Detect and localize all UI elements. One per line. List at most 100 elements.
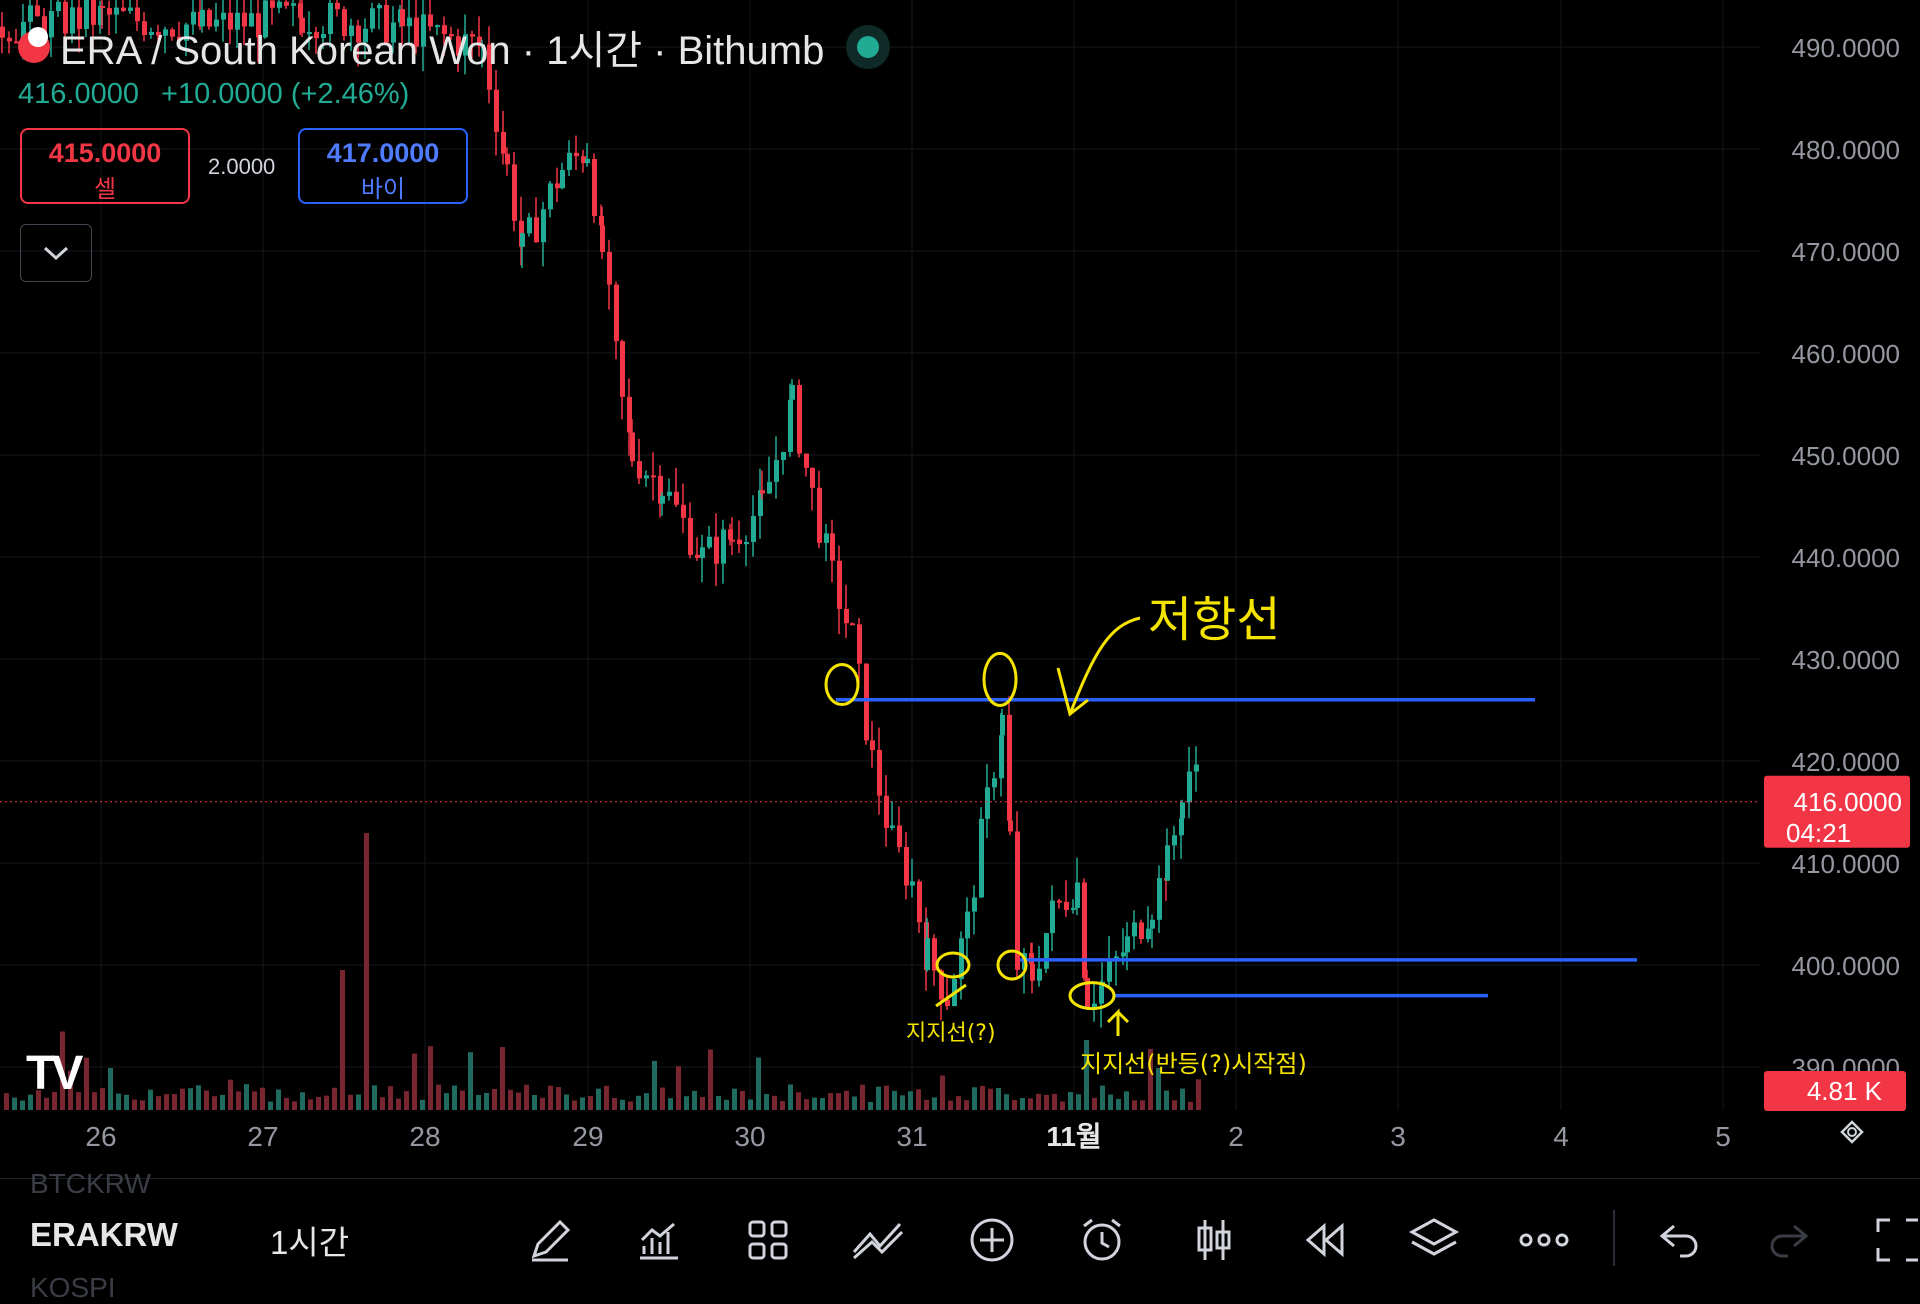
candle-body xyxy=(534,217,539,243)
volume-bar xyxy=(540,1097,545,1110)
price-scale-label: 470.0000 xyxy=(1792,237,1900,267)
current-price-tag xyxy=(1764,775,1910,848)
candle-body xyxy=(100,5,105,9)
symbol-picker-prev[interactable]: BTCKRW xyxy=(30,1168,151,1199)
volume-bar xyxy=(36,1090,41,1110)
candle-body xyxy=(480,44,485,47)
price-scale-label: 420.0000 xyxy=(1792,747,1900,777)
candle-body xyxy=(574,152,579,157)
volume-bar xyxy=(60,1031,65,1110)
volume-bar xyxy=(668,1098,673,1110)
marker-circle xyxy=(1068,981,1116,1011)
candle-body xyxy=(512,164,517,221)
settings-icon[interactable] xyxy=(1840,1120,1864,1144)
candle-body xyxy=(945,999,950,1007)
candle-body xyxy=(804,453,809,468)
volume-bar xyxy=(28,1094,33,1110)
timeframe-picker[interactable]: 1시간 xyxy=(270,1224,350,1261)
volume-bar xyxy=(564,1094,569,1110)
candle-body xyxy=(939,970,944,1000)
collapse-toggle-button[interactable] xyxy=(20,224,92,282)
candle-body xyxy=(363,28,368,43)
replay-icon[interactable] xyxy=(1294,1210,1354,1270)
candle-body xyxy=(1172,835,1177,846)
volume-bar xyxy=(1076,1094,1081,1110)
volume-bar xyxy=(196,1085,201,1110)
undo-icon[interactable] xyxy=(1648,1210,1708,1270)
volume-bar xyxy=(1044,1094,1049,1110)
candle-body xyxy=(221,12,226,20)
marker-circle xyxy=(935,951,971,979)
candle-body xyxy=(728,529,733,540)
time-axis-label: 26 xyxy=(85,1121,116,1152)
symbol-picker-next[interactable]: KOSPI xyxy=(30,1272,116,1303)
more-icon[interactable] xyxy=(1514,1210,1574,1270)
candle-body xyxy=(463,34,468,56)
candle-body xyxy=(1132,922,1137,937)
candle-body xyxy=(28,5,33,22)
indicator-icon[interactable] xyxy=(848,1210,908,1270)
volume-bar xyxy=(748,1099,753,1110)
volume-bar xyxy=(412,1053,417,1110)
candle-body xyxy=(700,547,705,558)
chart-title: ERA / South Korean Won · 1시간 · Bithumb xyxy=(60,29,825,73)
plus-circle-icon[interactable] xyxy=(962,1210,1022,1270)
candle-body xyxy=(56,1,61,12)
symbol-header[interactable]: ERA / South Korean Won · 1시간 · Bithumb xyxy=(18,18,891,76)
candle-body xyxy=(487,44,492,90)
layers-icon[interactable] xyxy=(1404,1210,1464,1270)
candle-body xyxy=(877,749,882,796)
volume-bar xyxy=(476,1094,481,1110)
candle-body xyxy=(837,560,842,609)
candle-body xyxy=(910,881,915,886)
grid-icon[interactable] xyxy=(738,1210,798,1270)
volume-bar xyxy=(852,1096,857,1110)
volume-bar xyxy=(1164,1090,1169,1110)
candle-body xyxy=(1150,919,1155,929)
volume-bar xyxy=(1020,1097,1025,1110)
candle-body xyxy=(904,846,909,886)
volume-bar xyxy=(988,1088,993,1110)
volume-bar xyxy=(1196,1079,1201,1110)
candle-body xyxy=(810,467,815,488)
candle-body xyxy=(414,17,419,47)
price-scale-label: 450.0000 xyxy=(1792,441,1900,471)
candle-icon[interactable] xyxy=(1184,1210,1244,1270)
volume-bar xyxy=(76,1092,81,1110)
candle-body xyxy=(356,25,361,43)
candle-body xyxy=(630,432,635,462)
candle-body xyxy=(284,1,289,6)
buy-button[interactable]: 417.0000 바이 xyxy=(298,128,468,204)
spread-value: 2.0000 xyxy=(208,154,276,179)
volume-bar xyxy=(628,1101,633,1110)
candle-body xyxy=(1125,936,1130,953)
candle-body xyxy=(170,29,175,37)
sell-button[interactable]: 415.0000 셀 xyxy=(20,128,190,204)
symbol-picker[interactable]: ERAKRW xyxy=(30,1216,178,1253)
candle-body xyxy=(177,36,182,41)
toolbar-divider xyxy=(1613,1210,1615,1266)
volume-bar xyxy=(612,1097,617,1110)
candle-body xyxy=(667,491,672,496)
volume-bar xyxy=(452,1085,457,1110)
volume-bar xyxy=(468,1052,473,1110)
volume-bar xyxy=(1108,1094,1113,1110)
candle-body xyxy=(300,17,305,33)
candle-body xyxy=(107,8,112,15)
volume-bar xyxy=(732,1088,737,1110)
candle-body xyxy=(979,818,984,898)
volume-bar xyxy=(380,1097,385,1110)
candle-body xyxy=(695,554,700,558)
marker-circle xyxy=(996,949,1028,981)
alarm-icon[interactable] xyxy=(1072,1210,1132,1270)
fullscreen-icon[interactable] xyxy=(1868,1210,1920,1270)
pencil-icon[interactable] xyxy=(520,1210,580,1270)
redo-icon[interactable] xyxy=(1760,1210,1820,1270)
candle-body xyxy=(207,9,212,27)
volume-bar xyxy=(684,1096,689,1110)
chart-icon[interactable] xyxy=(628,1210,688,1270)
candle-body xyxy=(384,4,389,43)
volume-bar xyxy=(868,1101,873,1110)
candle-body xyxy=(14,41,19,44)
